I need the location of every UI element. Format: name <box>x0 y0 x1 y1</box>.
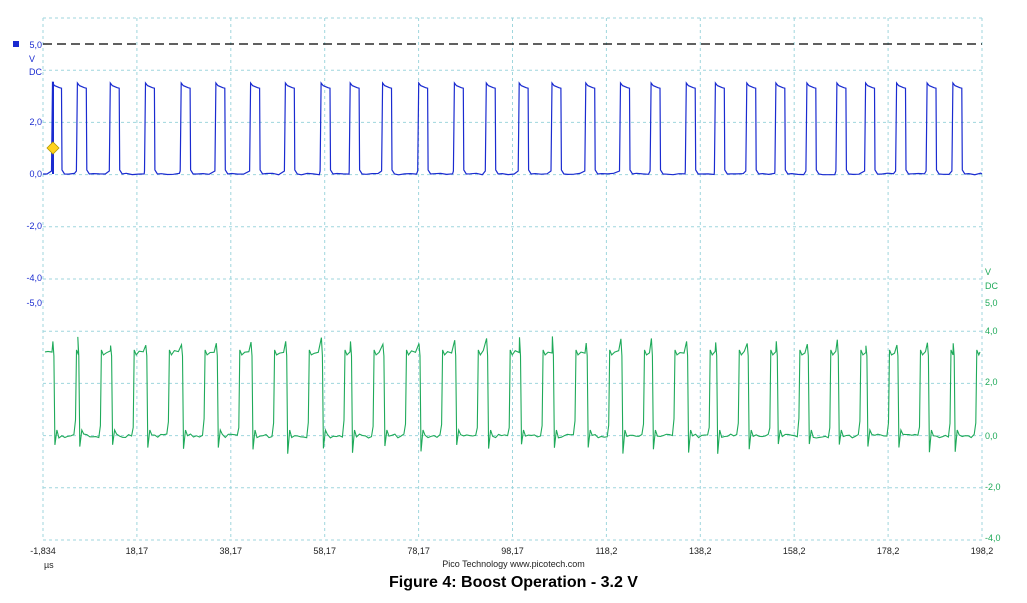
channel-a-indicator-icon <box>13 41 19 47</box>
x-tick-label: -1,834 <box>30 546 56 556</box>
channel-b-tick-label: 4,0 <box>985 326 998 336</box>
channel-a-tick-label: 0,0 <box>29 169 42 179</box>
channel-b-tick-label: 5,0 <box>985 298 998 308</box>
channel-a-tick-label: 5,0 <box>29 40 42 50</box>
channel-b-tick-label: -4,0 <box>985 533 1001 543</box>
channel-a-unit-label: V <box>29 54 35 64</box>
watermark-text: Pico Technology www.picotech.com <box>442 559 585 569</box>
channel-a-tick-label: -5,0 <box>26 298 42 308</box>
channel-a-tick-label: 2,0 <box>29 117 42 127</box>
channel-a-coupling-label: DC <box>29 67 42 77</box>
x-tick-label: 118,2 <box>595 546 617 556</box>
x-tick-label: 178,2 <box>877 546 900 556</box>
x-tick-label: 58,17 <box>313 546 336 556</box>
x-tick-label: 78,17 <box>407 546 430 556</box>
channel-a-trace <box>43 81 983 176</box>
x-tick-label: 98,17 <box>501 546 524 556</box>
trigger-marker-icon <box>46 141 60 155</box>
x-tick-label: 18,17 <box>126 546 149 556</box>
channel-a-tick-label: -2,0 <box>26 221 42 231</box>
x-tick-label: 138,2 <box>689 546 712 556</box>
channel-b-tick-label: 0,0 <box>985 431 998 441</box>
channel-b-unit-label: V <box>985 267 991 277</box>
figure-caption: Figure 4: Boost Operation - 3.2 V <box>389 574 638 591</box>
channel-b-tick-label: -2,0 <box>985 482 1001 492</box>
channel-b-trace <box>44 336 981 454</box>
x-unit-label: µs <box>44 560 54 570</box>
channel-b-tick-label: 2,0 <box>985 377 998 387</box>
x-tick-label: 198,2 <box>971 546 994 556</box>
channel-b-coupling-label: DC <box>985 281 998 291</box>
channel-a-tick-label: -4,0 <box>26 273 42 283</box>
x-tick-label: 38,17 <box>220 546 243 556</box>
x-tick-label: 158,2 <box>783 546 806 556</box>
